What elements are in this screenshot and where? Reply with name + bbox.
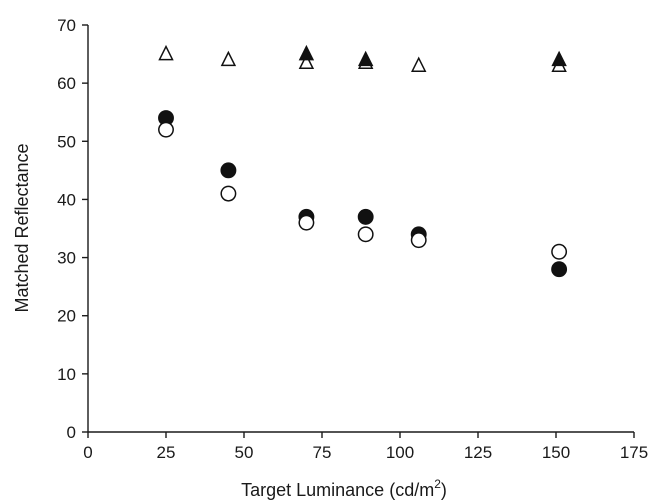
open-triangle-point [298, 53, 315, 70]
y-tick-label: 20 [57, 307, 76, 326]
y-tick-label: 30 [57, 249, 76, 268]
x-tick-label: 25 [157, 443, 176, 462]
filled-triangle-point [298, 44, 315, 61]
filled-circle-point [220, 162, 237, 179]
x-tick-label: 125 [464, 443, 492, 462]
x-axis-title-superscript: 2 [434, 477, 441, 491]
x-tick-label: 75 [313, 443, 332, 462]
open-circle-point [298, 214, 315, 231]
open-triangle-point [551, 56, 567, 72]
marks [158, 44, 568, 278]
y-tick-label: 10 [57, 365, 76, 384]
axes [87, 25, 634, 433]
ticks: 0 25 50 75 100 125 150 175 0 10 20 30 40 50 60 70 [57, 16, 648, 462]
open-triangle-point [411, 56, 427, 72]
y-tick-label: 40 [57, 190, 76, 209]
x-axis-title-main: Target Luminance (cd/m [241, 480, 434, 500]
x-axis-title-suffix: ) [441, 480, 447, 500]
x-tick-label: 150 [542, 443, 570, 462]
filled-circle-point [357, 208, 374, 225]
x-tick-label: 175 [620, 443, 648, 462]
y-axis-title: Matched Reflectance [12, 143, 32, 312]
filled-circle-point [551, 261, 568, 278]
y-tick-label: 0 [67, 423, 76, 442]
open-triangle-point [220, 50, 237, 67]
open-circle-point [158, 121, 174, 138]
open-triangle-point [158, 44, 174, 61]
open-circle-point [410, 232, 427, 249]
y-tick-label: 70 [57, 16, 76, 35]
y-tick-label: 60 [57, 74, 76, 93]
x-tick-label: 100 [386, 443, 414, 462]
open-triangle-point [357, 53, 374, 70]
open-circle-point [220, 185, 237, 202]
x-tick-label: 50 [235, 443, 254, 462]
x-tick-label: 0 [83, 443, 92, 462]
open-circle-point [357, 226, 374, 243]
y-tick-label: 50 [57, 132, 76, 151]
x-axis-title: Target Luminance (cd/m2) [241, 477, 447, 500]
open-circle-point [551, 243, 568, 260]
